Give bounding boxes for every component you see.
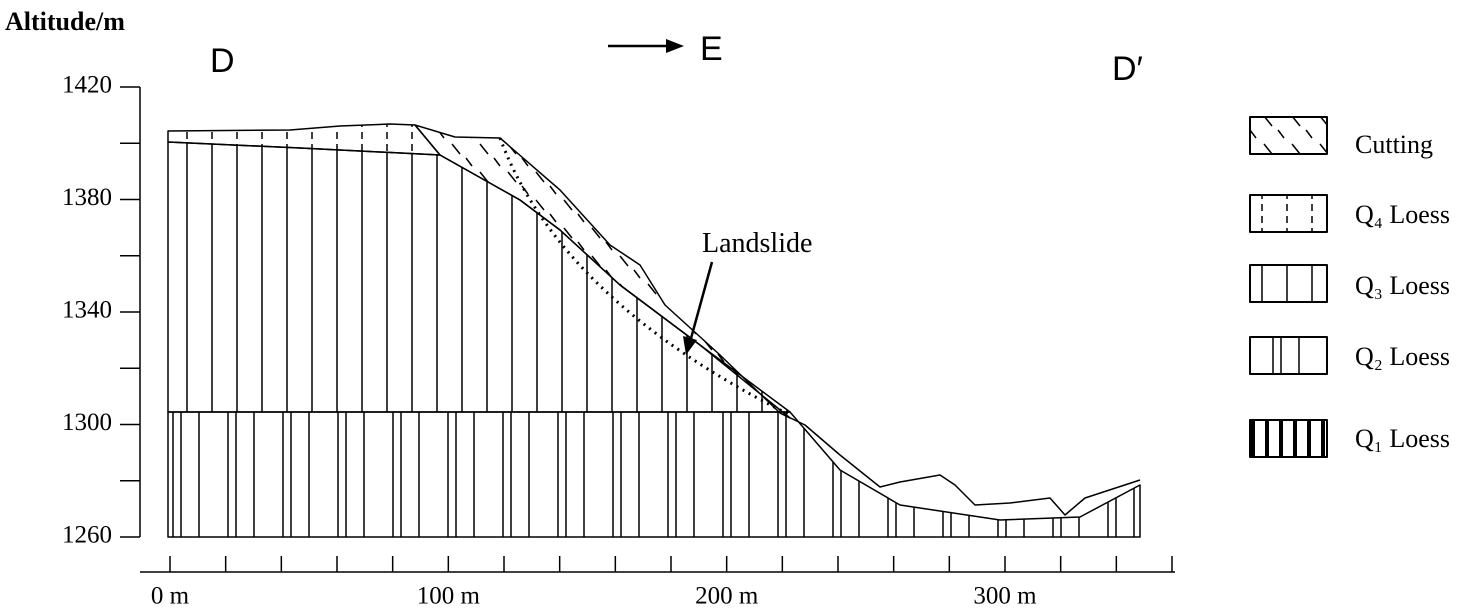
q3-layer — [167, 141, 791, 413]
y-axis-label: Altitude/m — [5, 7, 125, 36]
y-tick-label: 1340 — [62, 297, 112, 324]
legend-label: Q₃ Loess — [1355, 271, 1450, 300]
legend-swatch — [1249, 336, 1328, 375]
y-tick-label: 1260 — [62, 522, 112, 549]
legend-label: Q₁ Loess — [1355, 424, 1450, 453]
landslide-label: Landslide — [702, 228, 812, 259]
legend-label: Q₄ Loess — [1355, 200, 1450, 229]
legend-swatch — [1249, 264, 1328, 303]
start-label: D — [210, 42, 235, 80]
end-label: D′ — [1112, 50, 1143, 88]
x-tick-label: 200 m — [695, 583, 759, 610]
legend-swatch — [1249, 194, 1328, 233]
landslide-arrow — [688, 261, 714, 343]
legend-label: Q₂ Loess — [1355, 342, 1450, 371]
slip-surface — [498, 137, 791, 417]
ticks: 1260 1300 1340 1380 1420 0 m 100 m 200 m 300 m — [62, 72, 1173, 610]
y-tick-label: 1420 — [62, 72, 112, 99]
y-tick-label: 1300 — [62, 409, 112, 436]
direction-arrowhead — [666, 39, 684, 53]
legend-label: Cutting — [1355, 130, 1433, 159]
legend: Cutting Q₄ Loess Q₃ Loess Q₂ Loess Q₁ Lo… — [1249, 116, 1450, 458]
cutting-layer — [414, 124, 791, 419]
x-tick-label: 100 m — [417, 583, 481, 610]
direction-label: E — [700, 30, 723, 68]
original-surface — [779, 412, 1141, 516]
x-tick-label: 0 m — [151, 583, 190, 610]
landslide-arrowhead — [683, 336, 697, 355]
q2-layer — [167, 411, 1141, 538]
y-tick-label: 1380 — [62, 184, 112, 211]
legend-swatch — [1249, 116, 1328, 155]
legend-swatch — [1249, 419, 1328, 458]
x-tick-label: 300 m — [973, 583, 1037, 610]
